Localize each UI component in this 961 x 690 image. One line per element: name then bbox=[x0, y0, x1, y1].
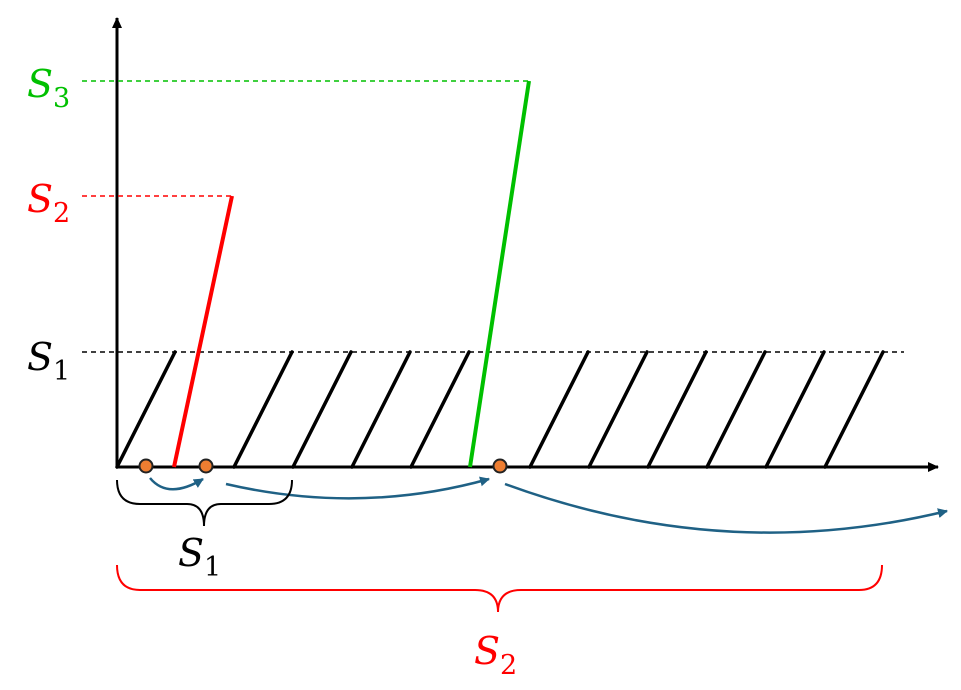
hatch-line bbox=[350, 350, 412, 469]
s3-axis-label: S3 bbox=[27, 62, 70, 114]
hatch-line bbox=[764, 350, 826, 469]
point-2 bbox=[198, 458, 214, 474]
arrow-1 bbox=[149, 477, 204, 491]
point-3 bbox=[492, 458, 508, 474]
hatch-line bbox=[528, 350, 590, 469]
hatch-line bbox=[587, 350, 649, 469]
hatch-line bbox=[232, 350, 294, 469]
hatch-line bbox=[115, 350, 177, 469]
s2-brace-label: S2 bbox=[474, 629, 517, 681]
s1-brace-label: S1 bbox=[178, 531, 221, 583]
point-1 bbox=[138, 458, 154, 474]
s1-axis-label: S1 bbox=[27, 335, 70, 387]
hatch-line bbox=[291, 350, 353, 469]
green-line bbox=[468, 80, 531, 468]
hatch-line bbox=[409, 350, 471, 469]
red-line bbox=[172, 195, 234, 468]
s2-axis-label: S2 bbox=[27, 177, 70, 229]
hatch-line bbox=[705, 350, 767, 469]
hatch-line bbox=[823, 350, 885, 469]
arrow-3 bbox=[504, 482, 948, 534]
hatch-line bbox=[646, 350, 708, 469]
s1-brace bbox=[116, 479, 293, 527]
arrow-2 bbox=[225, 476, 490, 500]
hatch-region bbox=[115, 350, 885, 469]
s2-brace bbox=[116, 564, 883, 613]
